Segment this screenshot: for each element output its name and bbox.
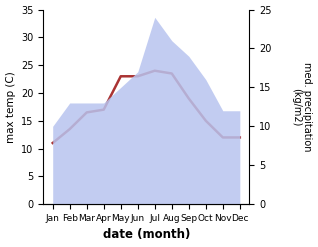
Y-axis label: max temp (C): max temp (C) [5, 71, 16, 143]
X-axis label: date (month): date (month) [103, 228, 190, 242]
Y-axis label: med. precipitation
(kg/m2): med. precipitation (kg/m2) [291, 62, 313, 152]
